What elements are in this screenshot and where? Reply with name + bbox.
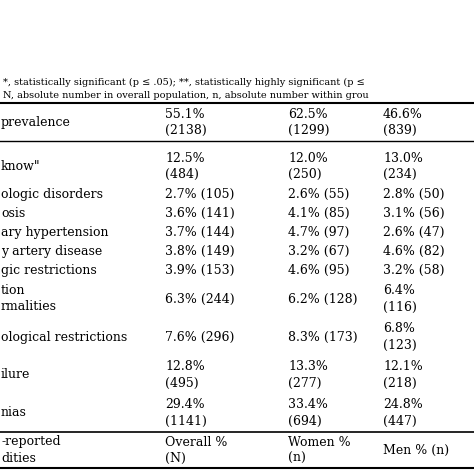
Text: *, statistically significant (p ≤ .05); **, statistically highly significant (p : *, statistically significant (p ≤ .05); … bbox=[3, 78, 365, 87]
Text: 33.4%
(694): 33.4% (694) bbox=[288, 399, 328, 428]
Text: ilure: ilure bbox=[1, 368, 30, 382]
Text: 8.3% (173): 8.3% (173) bbox=[288, 330, 357, 344]
Text: 4.7% (97): 4.7% (97) bbox=[288, 226, 349, 239]
Text: 7.6% (296): 7.6% (296) bbox=[165, 330, 234, 344]
Text: N, absolute number in overall population, n, absolute number within grou: N, absolute number in overall population… bbox=[3, 91, 369, 100]
Text: -reported
dities: -reported dities bbox=[1, 436, 61, 465]
Text: 4.1% (85): 4.1% (85) bbox=[288, 207, 350, 220]
Text: osis: osis bbox=[1, 207, 25, 220]
Text: y artery disease: y artery disease bbox=[1, 245, 102, 258]
Text: 13.3%
(277): 13.3% (277) bbox=[288, 361, 328, 390]
Text: 3.9% (153): 3.9% (153) bbox=[165, 264, 235, 277]
Text: 13.0%
(234): 13.0% (234) bbox=[383, 152, 423, 181]
Text: prevalence: prevalence bbox=[1, 116, 71, 128]
Text: Men % (n): Men % (n) bbox=[383, 444, 449, 456]
Text: tion
rmalities: tion rmalities bbox=[1, 284, 57, 313]
Text: 3.1% (56): 3.1% (56) bbox=[383, 207, 445, 220]
Text: Overall %
(N): Overall % (N) bbox=[165, 436, 228, 465]
Text: 3.8% (149): 3.8% (149) bbox=[165, 245, 235, 258]
Text: ological restrictions: ological restrictions bbox=[1, 330, 127, 344]
Text: 12.0%
(250): 12.0% (250) bbox=[288, 152, 328, 181]
Text: Women %
(n): Women % (n) bbox=[288, 436, 351, 465]
Text: ologic disorders: ologic disorders bbox=[1, 188, 103, 201]
Text: 2.8% (50): 2.8% (50) bbox=[383, 188, 445, 201]
Text: 2.6% (47): 2.6% (47) bbox=[383, 226, 445, 239]
Text: 2.7% (105): 2.7% (105) bbox=[165, 188, 234, 201]
Text: 6.3% (244): 6.3% (244) bbox=[165, 292, 235, 306]
Text: 12.8%
(495): 12.8% (495) bbox=[165, 361, 205, 390]
Text: 46.6%
(839): 46.6% (839) bbox=[383, 108, 423, 137]
Text: 3.6% (141): 3.6% (141) bbox=[165, 207, 235, 220]
Text: 6.2% (128): 6.2% (128) bbox=[288, 292, 357, 306]
Text: know": know" bbox=[1, 159, 41, 173]
Text: 6.8%
(123): 6.8% (123) bbox=[383, 322, 417, 352]
Text: 55.1%
(2138): 55.1% (2138) bbox=[165, 108, 207, 137]
Text: 12.5%
(484): 12.5% (484) bbox=[165, 152, 205, 181]
Text: 4.6% (95): 4.6% (95) bbox=[288, 264, 349, 277]
Text: 3.2% (67): 3.2% (67) bbox=[288, 245, 349, 258]
Text: nias: nias bbox=[1, 407, 27, 419]
Text: 62.5%
(1299): 62.5% (1299) bbox=[288, 108, 329, 137]
Text: 2.6% (55): 2.6% (55) bbox=[288, 188, 349, 201]
Text: 29.4%
(1141): 29.4% (1141) bbox=[165, 399, 207, 428]
Text: 3.2% (58): 3.2% (58) bbox=[383, 264, 445, 277]
Text: 24.8%
(447): 24.8% (447) bbox=[383, 399, 423, 428]
Text: gic restrictions: gic restrictions bbox=[1, 264, 97, 277]
Text: 4.6% (82): 4.6% (82) bbox=[383, 245, 445, 258]
Text: 12.1%
(218): 12.1% (218) bbox=[383, 361, 423, 390]
Text: 3.7% (144): 3.7% (144) bbox=[165, 226, 235, 239]
Text: 6.4%
(116): 6.4% (116) bbox=[383, 284, 417, 313]
Text: ary hypertension: ary hypertension bbox=[1, 226, 109, 239]
